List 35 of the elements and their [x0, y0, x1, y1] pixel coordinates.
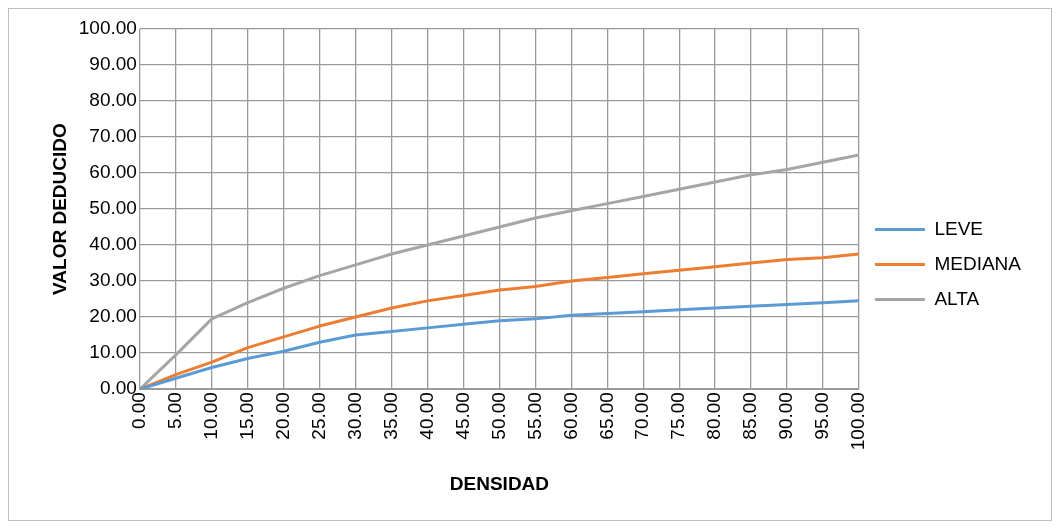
- y-tick-label: 90.00: [89, 53, 137, 75]
- x-tick-label: 85.00: [739, 392, 761, 440]
- x-tick-label: 55.00: [523, 392, 545, 440]
- x-axis-title: DENSIDAD: [449, 472, 550, 494]
- x-tick-label: 45.00: [451, 392, 473, 440]
- y-tick-label: 20.00: [89, 305, 137, 327]
- legend-label: MEDIANA: [934, 252, 1022, 274]
- x-tick-label: 20.00: [271, 392, 293, 440]
- x-tick-label: 15.00: [236, 392, 257, 440]
- y-tick-label: 70.00: [89, 125, 137, 147]
- x-tick-label: 80.00: [703, 392, 725, 440]
- x-tick-label: 70.00: [631, 392, 653, 440]
- x-tick-label: 95.00: [811, 392, 833, 440]
- y-axis-title: VALOR DEDUCIDO: [48, 123, 70, 295]
- y-tick-label: 50.00: [89, 197, 137, 219]
- x-tick-label: 75.00: [667, 392, 689, 440]
- x-tick-label: 90.00: [775, 392, 797, 440]
- y-tick-label: 60.00: [89, 161, 137, 183]
- x-tick-label: 40.00: [415, 392, 437, 440]
- x-tick-label: 60.00: [559, 392, 581, 440]
- x-tick-label: 5.00: [164, 392, 186, 430]
- x-tick-label: 100.00: [847, 392, 869, 451]
- legend-label: LEVE: [934, 217, 984, 239]
- y-tick-label: 100.00: [78, 17, 137, 39]
- x-tick-label: 65.00: [595, 392, 617, 440]
- y-tick-label: 80.00: [89, 89, 137, 111]
- y-tick-label: 40.00: [89, 233, 137, 255]
- x-tick-label: 35.00: [379, 392, 401, 440]
- x-tick-label: 50.00: [487, 392, 509, 440]
- x-tick-label: 30.00: [343, 392, 365, 440]
- y-tick-label: 10.00: [89, 341, 137, 363]
- x-tick-label: 25.00: [307, 392, 329, 440]
- legend-label: ALTA: [934, 287, 980, 309]
- x-tick-label: 10.00: [200, 392, 222, 440]
- y-tick-label: 30.00: [89, 269, 137, 291]
